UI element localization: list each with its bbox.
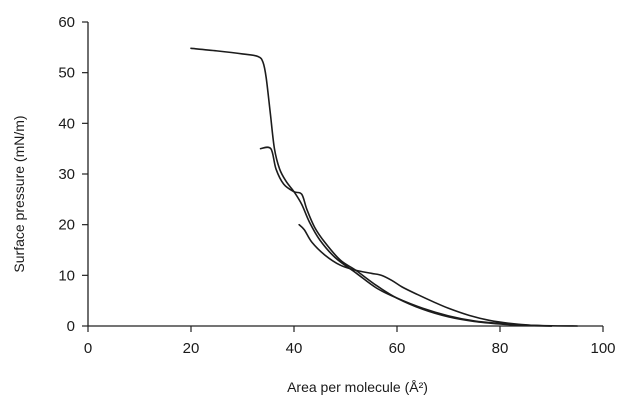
y-tick-label: 20 [58,217,75,234]
y-tick-label: 60 [58,14,75,31]
y-ticks: 0 10 20 30 40 50 60 [58,14,88,335]
x-tick-label: 80 [492,340,509,357]
y-tick-label: 10 [58,267,75,284]
x-ticks: 0 20 40 60 80 100 [84,326,616,357]
isotherm-curve-3 [298,223,553,327]
y-tick-label: 40 [58,115,75,132]
y-tick-label: 30 [58,166,75,183]
x-tick-label: 40 [286,340,303,357]
y-tick-label: 0 [67,318,75,335]
x-axis-title: Area per molecule (Å²) [287,379,428,395]
x-tick-label: 100 [590,340,615,357]
series-group [190,47,579,327]
isotherm-curve-1 [190,47,579,327]
isotherm-curve-2 [259,146,553,327]
x-tick-label: 0 [84,340,92,357]
y-tick-label: 50 [58,65,75,82]
x-tick-label: 60 [389,340,406,357]
x-tick-label: 20 [183,340,200,357]
y-axis-title: Surface pressure (mN/m) [11,115,27,272]
axes [87,22,603,327]
